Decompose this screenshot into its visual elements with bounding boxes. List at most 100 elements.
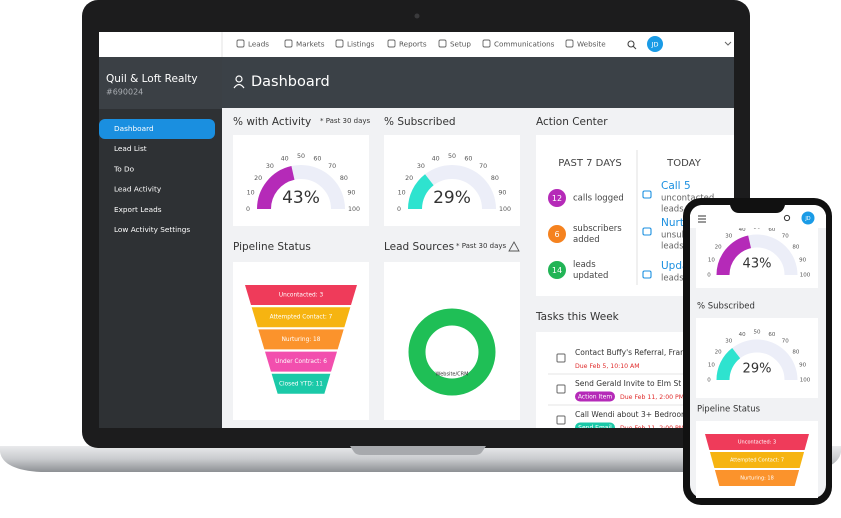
gauge-value: 43%: [282, 188, 320, 208]
card-title: Lead Sources: [384, 241, 454, 253]
nav-icon[interactable]: [438, 39, 447, 48]
count-badge: [548, 261, 566, 279]
item-text: leads: [661, 274, 684, 284]
funnel-label: Closed YTD: 11: [279, 381, 323, 387]
nav-item[interactable]: Markets: [296, 40, 325, 49]
search-icon[interactable]: [783, 214, 791, 222]
gauge-tick-label: 0: [707, 273, 711, 279]
gauge-tick-label: 80: [491, 175, 499, 182]
gauge-tick-label: 30: [725, 234, 732, 240]
gauge-tick-label: 60: [768, 332, 775, 338]
funnel-label: Nurturing: 18: [740, 476, 774, 482]
gauge-tick-label: 50: [754, 225, 761, 231]
nav-icon[interactable]: [565, 39, 574, 48]
card-note: * Past 30 days: [456, 242, 507, 250]
task-badge-label: Action Item: [578, 393, 613, 400]
gauge-tick-label: 0: [397, 206, 401, 213]
nav-item[interactable]: Listings: [347, 40, 375, 49]
nav-item[interactable]: Reports: [399, 40, 427, 49]
menu-item[interactable]: Low Activity Settings: [114, 225, 190, 234]
gauge-tick-label: 90: [347, 190, 355, 197]
task-title[interactable]: Contact Buffy's Referral, Frank: [575, 348, 690, 357]
nav-icon[interactable]: [335, 39, 344, 48]
funnel-stage: [705, 434, 809, 450]
gauge-tick-label: 80: [792, 244, 799, 250]
funnel-label: Under Contract: 6: [275, 359, 327, 365]
funnel-stage: [245, 285, 357, 305]
task-title[interactable]: Send Gerald Invite to Elm St Open House: [575, 379, 730, 388]
gauge-tick-label: 50: [297, 153, 305, 160]
donut-label: Website/CRM: [436, 372, 469, 378]
nav-icon[interactable]: [482, 39, 491, 48]
avatar-initials[interactable]: JD: [804, 216, 810, 222]
card: [696, 318, 818, 398]
webcam: [414, 13, 420, 19]
gauge-tick-label: 0: [246, 206, 250, 213]
menu-item[interactable]: Dashboard: [114, 124, 154, 133]
search-icon[interactable]: [632, 45, 637, 50]
gauge-tick-label: 60: [464, 156, 472, 163]
funnel-label: Uncontacted: 3: [738, 440, 776, 446]
funnel-stage: [709, 452, 805, 468]
nav-item[interactable]: Leads: [248, 40, 269, 49]
donut-segment: [408, 308, 496, 396]
count-badge: [548, 189, 566, 207]
gauge-tick-label: 10: [398, 190, 406, 197]
gauge-tick-label: 70: [782, 339, 789, 345]
count: 12: [552, 194, 562, 203]
item-text: leads: [573, 260, 596, 270]
gauge-tick-label: 20: [254, 175, 262, 182]
gauge-tick-label: 40: [432, 156, 440, 163]
section-heading: PAST 7 DAYS: [558, 158, 621, 169]
gauge-tick-label: 100: [499, 206, 511, 213]
nav-icon[interactable]: [387, 39, 396, 48]
nav-item[interactable]: Setup: [450, 40, 471, 49]
item-icon: [642, 190, 652, 199]
card-title: % with Activity: [233, 116, 311, 128]
count-badge: [548, 225, 566, 243]
account-id: #690024: [106, 88, 143, 97]
nav-icon[interactable]: [284, 39, 293, 48]
menu-icon[interactable]: [698, 215, 706, 223]
gauge-tick-label: 20: [715, 349, 722, 355]
avatar[interactable]: [801, 211, 815, 225]
gauge-arc: [716, 235, 752, 276]
menu-active[interactable]: [99, 119, 215, 139]
nav-item[interactable]: Communications: [494, 40, 555, 49]
card-title: % Subscribed: [384, 116, 456, 128]
section-heading: TODAY: [666, 158, 702, 169]
item-link[interactable]: Call 5: [661, 180, 691, 192]
item-text: updated: [573, 271, 608, 281]
nav-icon[interactable]: [236, 39, 245, 48]
user-icon: [233, 83, 245, 89]
gauge-tick-label: 50: [448, 153, 456, 160]
funnel-stage: [264, 351, 338, 372]
funnel-stage: [271, 373, 331, 394]
page-header: [222, 57, 734, 108]
nav-item[interactable]: Website: [577, 40, 606, 49]
chevron[interactable]: [724, 41, 732, 46]
gauge-tick-label: 70: [782, 234, 789, 240]
task-title[interactable]: Call Wendi about 3+ Bedroom Listings: [575, 410, 719, 419]
avatar-initials[interactable]: JD: [651, 41, 659, 49]
task-checkbox[interactable]: [556, 353, 566, 363]
gauge-tick-label: 40: [739, 227, 746, 233]
funnel-label: Attempted Contact: 7: [730, 458, 784, 464]
task-due: Due Feb 5, 10:10 AM: [575, 363, 640, 370]
gauge-value: 29%: [433, 188, 471, 208]
card-title: Action Center: [536, 116, 608, 128]
gauge-tick-label: 90: [498, 190, 506, 197]
item-text: uncontacted: [661, 194, 714, 204]
menu-item[interactable]: To Do: [113, 164, 135, 173]
menu-item[interactable]: Lead Activity: [114, 185, 162, 194]
search-icon[interactable]: [627, 40, 635, 48]
task-checkbox[interactable]: [556, 384, 566, 394]
menu-item[interactable]: Lead List: [114, 144, 147, 153]
menu-item[interactable]: Export Leads: [114, 205, 162, 214]
avatar[interactable]: [647, 36, 663, 52]
task-checkbox[interactable]: [556, 415, 566, 425]
task-due: Due Feb 11, 2:00 PM: [620, 425, 684, 432]
phone-header: [690, 215, 826, 228]
item-text: added: [573, 235, 600, 245]
